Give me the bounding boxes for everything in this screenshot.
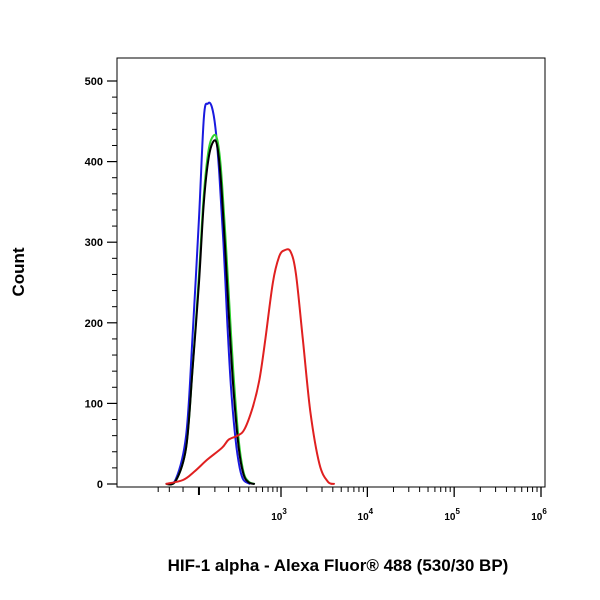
series-line-1 [165, 101, 251, 486]
x-tick-base: 10 [271, 512, 283, 523]
x-axis-title: HIF-1 alpha - Alexa Fluor® 488 (530/30 B… [168, 556, 509, 575]
plot-frame [116, 57, 546, 488]
x-tick-base: 10 [358, 512, 370, 523]
x-tick-label: 104 [358, 507, 374, 523]
y-axis-title: Count [9, 247, 28, 296]
x-tick-exponent: 4 [369, 507, 374, 516]
x-tick-exponent: 5 [456, 507, 461, 516]
series-line-3 [165, 139, 256, 486]
series-line-4 [165, 248, 336, 485]
x-tick-label: 105 [444, 507, 460, 523]
x-tick-exponent: 6 [542, 507, 547, 516]
y-tick-label: 400 [85, 157, 103, 169]
y-tick-label: 200 [85, 318, 103, 330]
x-tick-label: 103 [271, 507, 287, 523]
series-group [165, 101, 336, 486]
y-tick-label: 0 [97, 479, 103, 491]
y-tick-label: 500 [85, 76, 103, 88]
x-tick-label: 106 [531, 507, 547, 523]
x-tick-base: 10 [531, 512, 543, 523]
y-tick-label: 300 [85, 237, 103, 249]
y-axis: 0 100 200 300 400 500 [85, 76, 117, 491]
y-tick-label: 100 [85, 398, 103, 410]
x-tick-exponent: 3 [282, 507, 287, 516]
x-tick-base: 10 [444, 512, 456, 523]
